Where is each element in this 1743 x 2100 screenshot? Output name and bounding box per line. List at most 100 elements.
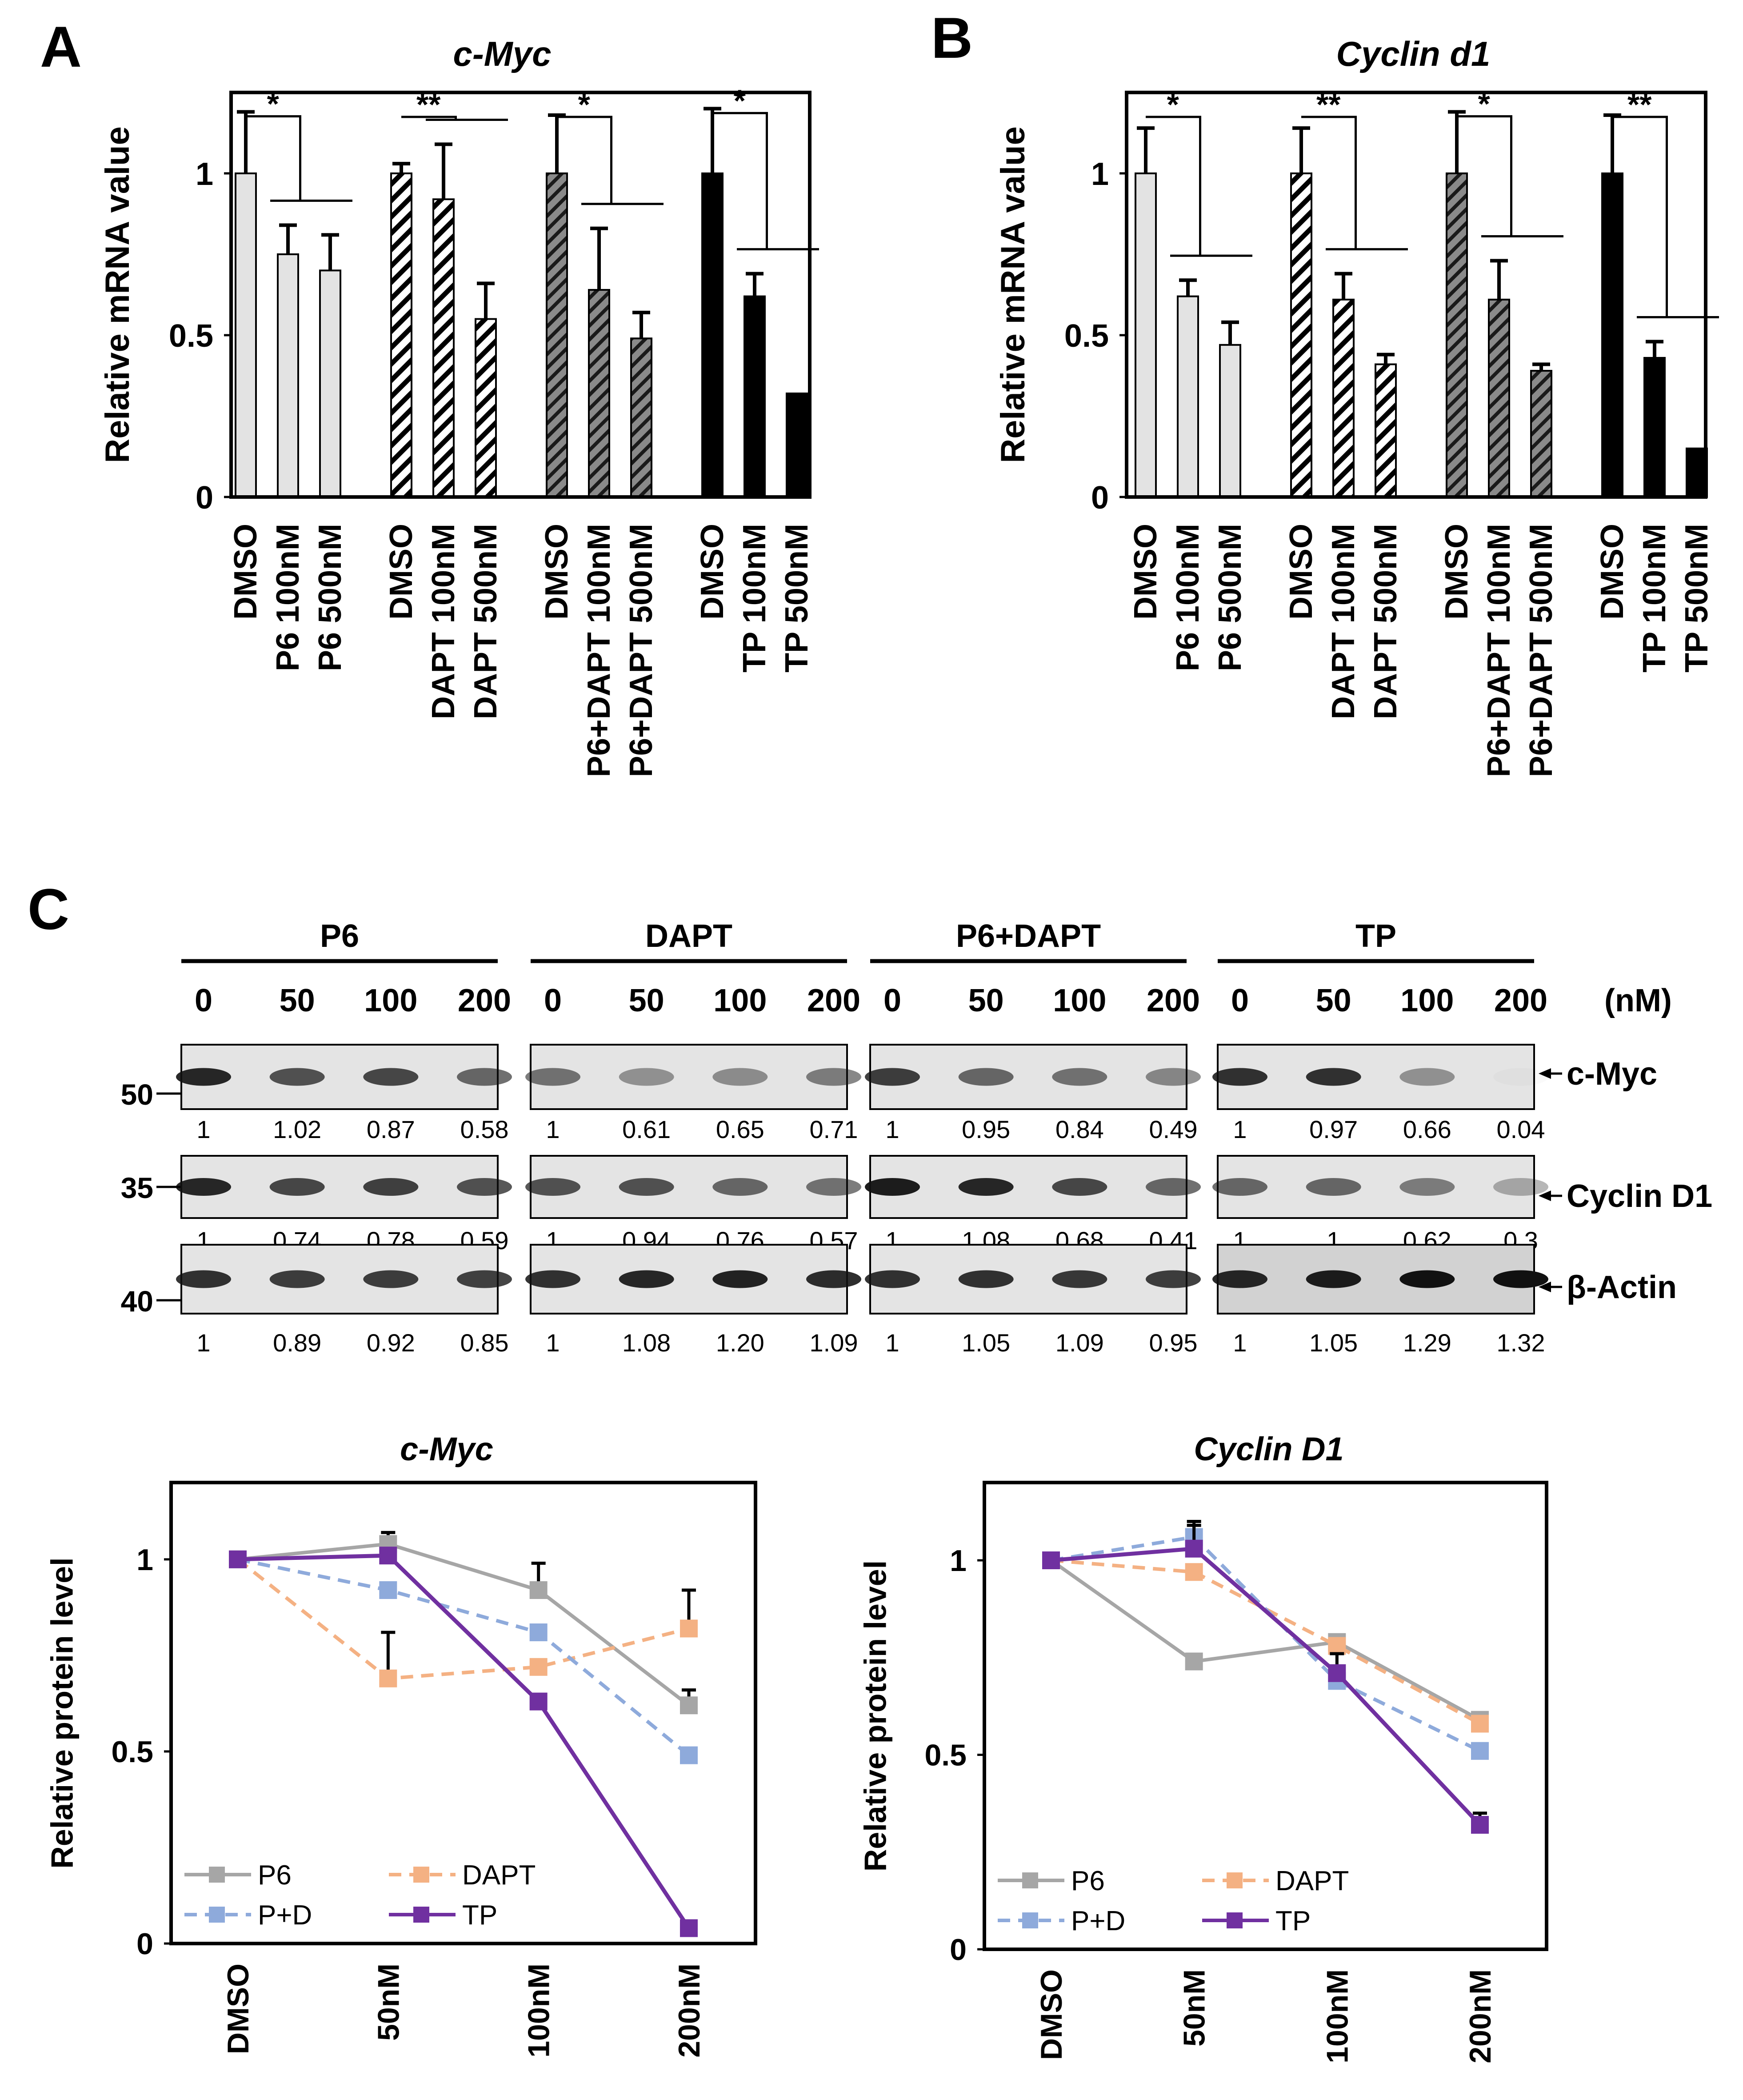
chart-title: c-Myc [400,1431,493,1467]
panel-letter-a: A [40,14,82,79]
blot-quant-value: 0.04 [1497,1115,1545,1143]
line-chart-C-left: c-Myc Relative protein level 0 0.5 1 DMSO 50nM… [44,1431,757,2058]
bar [277,253,299,498]
cmyc-band [1493,1068,1548,1086]
bar [432,198,455,498]
legend-label: DAPT [1275,1866,1349,1896]
x-tick-label: P6+DAPT 100nM [581,524,617,777]
legend-marker [209,1907,225,1923]
data-marker [680,1746,698,1764]
x-tick-label: DMSO [384,524,419,620]
blot-quant-value: 1 [885,1115,899,1143]
bar [744,295,766,498]
blot-quant-value: 0.49 [1149,1115,1198,1143]
bar [1177,295,1199,498]
y-tick-label: 0.5 [924,1739,967,1772]
actin-band [525,1270,580,1288]
data-marker [680,1919,698,1937]
cyclin-band [619,1178,674,1196]
y-tick-label: 0 [1091,480,1109,516]
data-marker [1328,1664,1346,1682]
blot-quant-value: 0.84 [1055,1115,1104,1143]
blot-dose-label: 50 [280,983,315,1018]
cmyc-band [1306,1068,1361,1086]
y-tick-label: 0 [136,1927,153,1961]
blot-quant-value: 0.65 [716,1115,764,1143]
arrow-icon [1539,1190,1551,1201]
x-tick-label: 100nM [1320,1969,1354,2064]
blot-quant-value: 1.32 [1497,1329,1545,1357]
chart-title: c-Myc [453,34,551,73]
data-marker [529,1623,548,1642]
blot-dose-label: 100 [364,983,417,1018]
series-line-pd [1051,1535,1481,1753]
cyclin-band [806,1178,861,1196]
blot-dose-label: 0 [1231,983,1249,1018]
blot-dose-label: 100 [1053,983,1106,1018]
blot-dose-label: 100 [1400,983,1454,1018]
blot-group-title: P6 [320,918,359,954]
arrow-icon [1539,1282,1551,1292]
series-line-tp [1051,1547,1482,1827]
bar [1601,172,1623,498]
data-marker [1471,1742,1489,1760]
blot-quant-value: 1.20 [716,1329,764,1357]
cmyc-band [176,1068,231,1086]
blot-dose-label: 50 [629,983,664,1018]
y-tick-label: 0.5 [111,1735,153,1769]
data-marker [529,1692,548,1711]
data-marker [379,1669,397,1687]
bar [390,172,412,498]
blot-quant-value: 1 [885,1329,899,1357]
bar [1135,172,1157,498]
blot-quant-value: 1.29 [1403,1329,1451,1357]
actin-band [1399,1270,1455,1288]
legend-marker [1022,1872,1038,1888]
legend-label: P6 [258,1860,292,1891]
legend-label: TP [462,1900,497,1931]
blot-quant-value: 0.87 [367,1115,415,1143]
cyclin-band [1399,1178,1455,1196]
blot-quant-value: 1 [1233,1329,1247,1357]
data-marker [379,1547,397,1565]
blot-box [1217,1155,1535,1219]
cyclin-band [1306,1178,1361,1196]
x-tick-label: P6 500nM [1212,524,1248,671]
cyclin-band [176,1178,231,1196]
bar [1375,363,1397,498]
cyclin-band [865,1178,920,1196]
x-tick-label: DMSO [1439,524,1475,620]
series-line-p6 [237,1542,690,1707]
bar [235,172,257,498]
y-tick-label: 1 [1091,156,1109,192]
data-marker [680,1619,698,1638]
y-axis-label: Relative protein level [858,1560,892,1872]
blot-box [1217,1244,1535,1315]
x-tick-label: P6 100nM [270,524,306,671]
cmyc-band [1146,1068,1201,1086]
legend-marker [209,1867,225,1883]
blot-box [1217,1044,1535,1110]
bar [1332,298,1355,498]
blot-quant-value: 0.71 [810,1115,858,1143]
cyclin-band [1493,1178,1548,1196]
blot-quant-value: 0.66 [1403,1115,1451,1143]
significance-star: * [734,83,746,118]
mw-marker-label: 50 [121,1078,153,1111]
blot-dose-label: 200 [1147,983,1200,1018]
blot-dose-label: 200 [1494,983,1547,1018]
y-axis-label: Relative protein level [44,1557,79,1868]
blot-quant-value: 0.61 [622,1115,671,1143]
actin-band [712,1270,768,1288]
x-tick-label: P6+DAPT 500nM [624,524,659,777]
blot-quant-value: 0.89 [273,1329,321,1357]
blot-dose-label: 0 [195,983,212,1018]
panel-letter-c: C [28,877,69,942]
blot-quant-value: 1.09 [1055,1329,1104,1357]
data-marker [1328,1637,1346,1655]
actin-band [865,1270,920,1288]
bar [701,172,724,498]
blot-quant-value: 1 [196,1329,210,1357]
blot-dose-label: 50 [968,983,1004,1018]
